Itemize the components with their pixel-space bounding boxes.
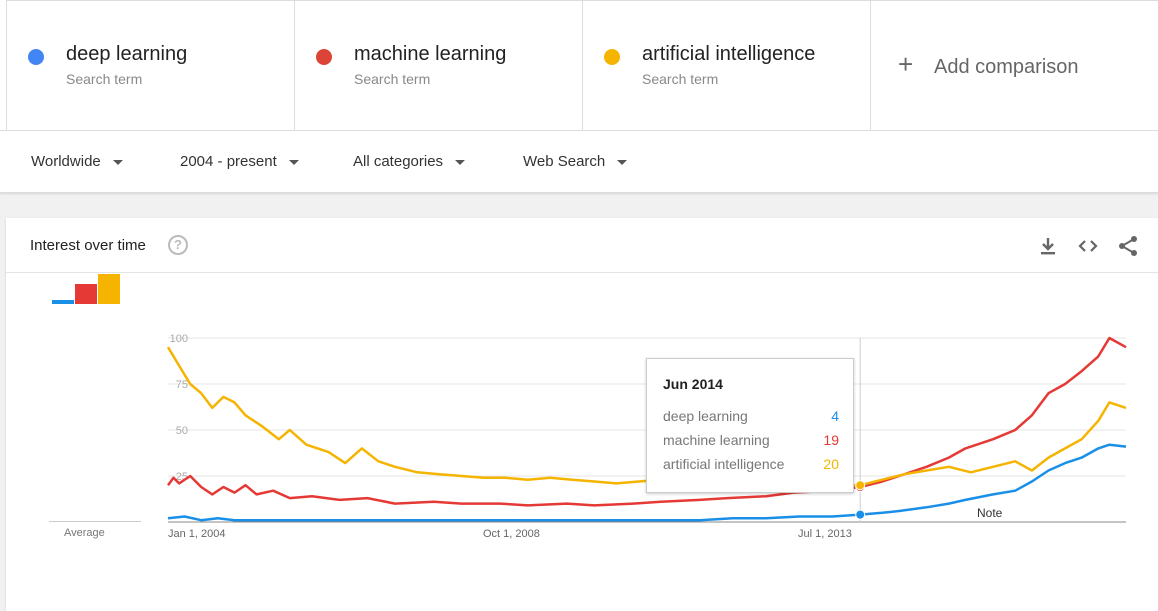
y-tick-label: 50 <box>176 425 188 437</box>
average-axis <box>49 521 141 522</box>
average-bar-artificial-intelligence <box>98 274 120 304</box>
interest-over-time-card: Interest over time ? Average 100 75 50 25 Ja… <box>6 218 1158 611</box>
y-tick-label: 75 <box>176 379 188 391</box>
term-type-label: Search term <box>66 71 143 87</box>
tooltip-term: artificial intelligence <box>663 456 785 472</box>
embed-code-icon[interactable] <box>1076 234 1100 258</box>
series-color-dot <box>316 49 332 65</box>
dropdown-label: 2004 - present <box>180 153 277 170</box>
term-artificial-intelligence[interactable]: artificial intelligence Search term <box>582 1 870 130</box>
search-type-dropdown[interactable]: Web Search <box>523 153 628 170</box>
y-tick-label: 100 <box>170 333 188 345</box>
plus-icon: + <box>898 49 914 79</box>
x-tick-label: Jan 1, 2004 <box>168 528 226 540</box>
series-line <box>166 336 1127 507</box>
hover-point-marker <box>855 480 866 491</box>
caret-down-icon <box>455 159 466 165</box>
series-color-dot <box>604 49 620 65</box>
term-name[interactable]: artificial intelligence <box>642 43 816 65</box>
caret-down-icon <box>288 159 299 165</box>
average-bar-machine-learning <box>75 284 97 304</box>
term-type-label: Search term <box>354 71 431 87</box>
tooltip-row: artificial intelligence 20 <box>663 456 839 472</box>
filter-bar: Worldwide 2004 - present All categories … <box>0 130 1158 192</box>
term-deep-learning[interactable]: deep learning Search term <box>6 1 294 130</box>
term-machine-learning[interactable]: machine learning Search term <box>294 1 582 130</box>
tooltip-row: deep learning 4 <box>663 408 839 424</box>
term-name[interactable]: deep learning <box>66 43 188 65</box>
category-dropdown[interactable]: All categories <box>353 153 466 170</box>
help-icon[interactable]: ? <box>168 235 188 255</box>
note-annotation[interactable]: Note <box>977 506 1003 520</box>
tooltip-row: machine learning 19 <box>663 432 839 448</box>
term-row: deep learning Search term machine learni… <box>6 0 1158 130</box>
hover-point-marker <box>855 509 866 520</box>
term-name[interactable]: machine learning <box>354 43 507 65</box>
hover-tooltip: Jun 2014 deep learning 4 machine learnin… <box>646 358 854 493</box>
dropdown-label: Web Search <box>523 153 606 170</box>
term-type-label: Search term <box>642 71 719 87</box>
search-terms-panel: deep learning Search term machine learni… <box>0 0 1158 193</box>
card-header: Interest over time ? <box>6 218 1158 273</box>
dropdown-label: Worldwide <box>31 153 101 170</box>
series-line <box>167 443 1127 522</box>
tooltip-value: 20 <box>823 456 839 472</box>
average-bar-deep-learning <box>52 299 74 304</box>
add-comparison-button[interactable]: + Add comparison <box>870 1 1158 130</box>
download-icon[interactable] <box>1036 234 1060 258</box>
tooltip-date: Jun 2014 <box>663 376 723 392</box>
region-dropdown[interactable]: Worldwide <box>31 153 123 170</box>
series-color-dot <box>28 49 44 65</box>
tooltip-term: deep learning <box>663 408 748 424</box>
tooltip-value: 19 <box>823 432 839 448</box>
time-range-dropdown[interactable]: 2004 - present <box>180 153 299 170</box>
average-label: Average <box>64 527 105 539</box>
x-tick-label: Jul 1, 2013 <box>798 528 852 540</box>
dropdown-label: All categories <box>353 153 444 170</box>
share-icon[interactable] <box>1116 234 1140 258</box>
tooltip-term: machine learning <box>663 432 770 448</box>
tooltip-value: 4 <box>831 408 839 424</box>
series-line <box>166 346 1127 487</box>
caret-down-icon <box>617 159 628 165</box>
x-tick-label: Oct 1, 2008 <box>483 528 540 540</box>
card-title: Interest over time <box>30 237 146 254</box>
caret-down-icon <box>112 159 123 165</box>
add-comparison-label[interactable]: Add comparison <box>934 56 1079 78</box>
